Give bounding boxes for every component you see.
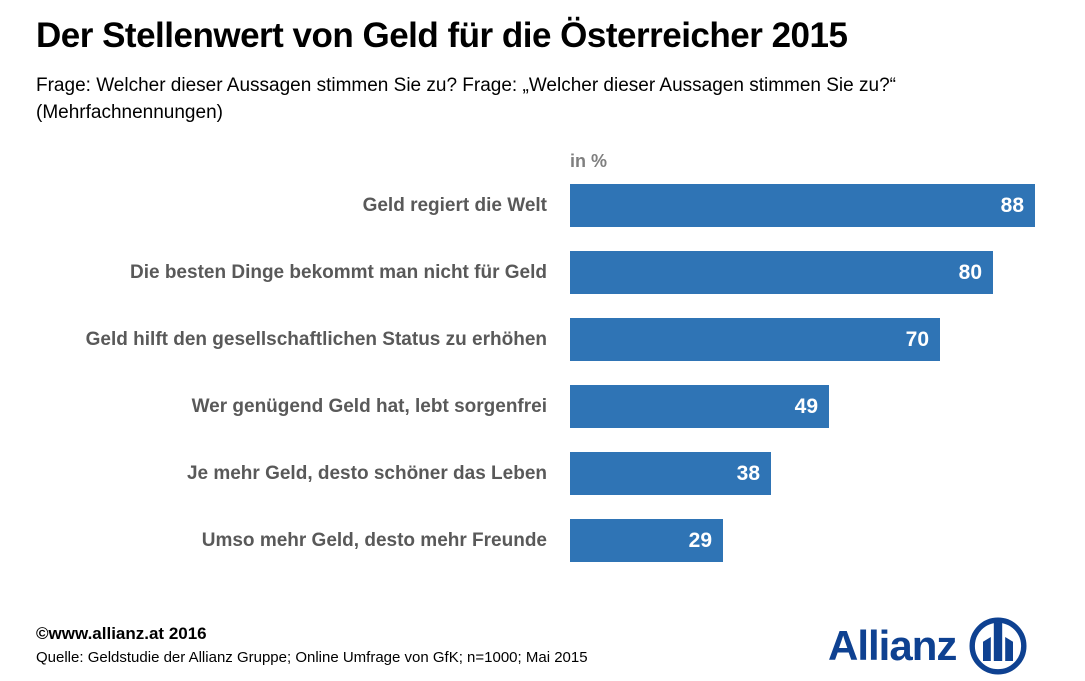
bar-value-label: 49 <box>794 394 818 418</box>
bar-value-label: 38 <box>736 461 760 485</box>
chart-row: Geld hilft den gesellschaftlichen Status… <box>0 318 1085 361</box>
bar-track: 80 <box>570 251 1085 294</box>
chart-row: Wer genügend Geld hat, lebt sorgenfrei 49 <box>0 385 1085 428</box>
subtitle-line-2: (Mehrfachnennungen) <box>36 102 223 123</box>
bar: 49 <box>570 385 829 428</box>
bar-category-label: Geld hilft den gesellschaftlichen Status… <box>85 328 547 350</box>
bar-category-label: Umso mehr Geld, desto mehr Freunde <box>201 529 547 551</box>
bar-value-label: 29 <box>688 528 712 552</box>
bar-category-label: Wer genügend Geld hat, lebt sorgenfrei <box>191 395 547 417</box>
chart-row: Je mehr Geld, desto schöner das Leben 38 <box>0 452 1085 495</box>
bar-track: 49 <box>570 385 1085 428</box>
bar-category-label: Je mehr Geld, desto schöner das Leben <box>186 462 547 484</box>
chart-row: Umso mehr Geld, desto mehr Freunde 29 <box>0 519 1085 562</box>
bar: 38 <box>570 452 771 495</box>
bar-track: 29 <box>570 519 1085 562</box>
brand-block: Allianz <box>828 614 1058 678</box>
chart-row: Geld regiert die Welt 88 <box>0 184 1085 227</box>
bar-track: 88 <box>570 184 1085 227</box>
bar-track: 38 <box>570 452 1085 495</box>
footer-copyright: ©www.allianz.at 2016 <box>36 624 207 643</box>
bar-value-label: 70 <box>905 327 929 351</box>
subtitle: Frage: Welcher dieser Aussagen stimmen S… <box>36 72 1066 126</box>
bar-chart: Geld regiert die Welt 88 Die besten Dinge … <box>0 184 1085 586</box>
subtitle-line-1: Frage: Welcher dieser Aussagen stimmen S… <box>36 75 896 96</box>
bar-category-label: Die besten Dinge bekommt man nicht für G… <box>129 261 547 283</box>
bar-value-label: 88 <box>1000 193 1024 217</box>
page-title: Der Stellenwert von Geld für die Österre… <box>36 16 848 55</box>
bar-track: 70 <box>570 318 1085 361</box>
chart-row: Die besten Dinge bekommt man nicht für G… <box>0 251 1085 294</box>
bar-category-label: Geld regiert die Welt <box>362 194 547 216</box>
unit-label: in % <box>570 151 608 171</box>
footer-source: Quelle: Geldstudie der Allianz Gruppe; O… <box>36 649 588 666</box>
bar: 88 <box>570 184 1035 227</box>
bar: 70 <box>570 318 940 361</box>
allianz-circle-bars-icon <box>969 617 1027 675</box>
allianz-wordmark: Allianz <box>828 622 957 669</box>
bar: 80 <box>570 251 993 294</box>
bar: 29 <box>570 519 723 562</box>
bar-value-label: 80 <box>958 260 982 284</box>
